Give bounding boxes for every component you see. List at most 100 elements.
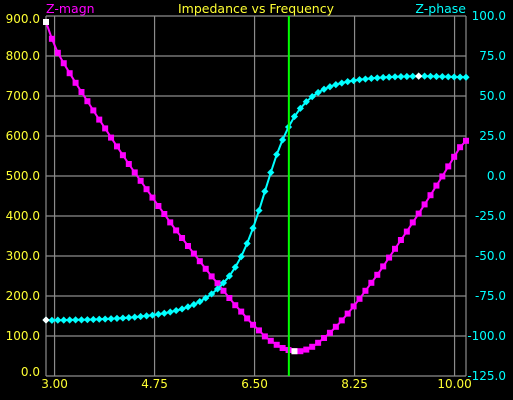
z-phase-point [255,206,263,215]
z-magn-point [350,303,357,310]
y-right-tick-label: 100.0 [472,9,506,23]
z-magn-point [131,169,138,176]
y-right-tick-label: 25.0 [479,129,506,143]
y-left-tick-label: 500.0 [6,169,40,183]
z-phase-point [379,73,387,82]
z-magn-point [338,317,345,324]
z-magn-point [244,315,251,322]
z-phase-point [302,98,310,106]
z-phase-point [355,76,364,84]
z-phase-point [113,314,121,322]
z-magn-point [48,35,55,42]
x-tick-label: 8.25 [341,377,368,391]
z-phase-point [385,73,393,81]
y-right-tick-label: -50.0 [475,249,506,263]
y-left-tick-label: 300.0 [6,249,40,263]
z-phase-point [450,73,458,81]
z-phase-point [89,315,97,324]
z-magn-point [220,287,227,294]
z-phase-point [54,316,62,324]
z-magn-point [78,89,85,95]
series-group [42,19,470,355]
z-magn-point [332,323,339,330]
z-phase-point [350,77,358,85]
z-magn-point [267,337,274,344]
y-right-tick-label: -100.0 [467,329,506,343]
z-magn-point [161,211,168,217]
z-phase-point [308,93,316,101]
z-magn-point [261,333,268,340]
z-magn-point [226,295,233,301]
x-tick-label: 4.75 [141,377,168,391]
y-right-tick-label: -75.0 [475,289,506,303]
z-magn-point [96,116,103,123]
z-magn-axis-label: Z-magn [46,1,95,16]
z-phase-point [225,272,233,280]
z-magn-point [232,302,239,309]
z-magn-point [409,219,416,226]
z-magn-point [238,308,245,315]
z-phase-point [71,316,80,324]
z-phase-point [119,314,127,322]
z-phase-point [332,81,340,89]
z-phase-point [237,253,245,261]
tick-labels: 0.0 100.0 200.0 300.0 400.0 500.0 600.0 700.0 80… [6,9,506,391]
z-magn-point [386,254,393,261]
z-phase-point [166,308,174,316]
z-phase-point [462,73,470,81]
y-left-tick-label: 800.0 [6,49,40,63]
z-phase-point [444,73,452,81]
z-phase-point [101,315,109,323]
z-phase-point [160,309,168,317]
z-magn-point [415,210,422,217]
z-magn-point [326,329,333,336]
z-magn-point [273,341,280,348]
z-magn-point [321,335,328,341]
z-magn-point [427,192,434,199]
z-magn-point [113,143,120,150]
y-right-tick-label: 75.0 [479,49,506,63]
z-magn-point [84,98,91,105]
z-phase-point [131,313,139,321]
x-tick-label: 6.50 [241,377,268,391]
y-right-tick-label: -125.0 [467,369,506,383]
y-left-tick-label: 400.0 [6,209,40,223]
z-phase-point [314,88,322,97]
z-phase-point [296,104,304,112]
z-magn-point [403,228,410,235]
z-magn-point [155,203,162,209]
z-magn-point [119,152,126,159]
z-magn-point [72,79,79,86]
z-magn-point [380,263,387,270]
y-left-tick-label: 100.0 [6,329,40,343]
x-tick-label: 3.00 [41,377,68,391]
z-magn-point [184,243,191,249]
z-phase-point [208,290,216,298]
z-magn-point [202,265,209,272]
z-magn-point [167,219,174,226]
z-phase-point [267,168,275,177]
z-magn-point [255,327,262,334]
z-magn-point [421,201,428,208]
z-phase-point [48,316,56,324]
z-magn-point [463,137,469,144]
z-phase-point [66,316,74,324]
z-phase-point [190,300,198,309]
z-magn-point [208,273,215,280]
z-magn-point [190,250,197,257]
z-magn-point [196,258,203,265]
z-phase-point [290,112,299,121]
z-magn-point [303,346,310,353]
z-phase-point [231,263,239,271]
z-magn-point [173,227,180,234]
z-magn-point [54,49,61,56]
z-magn-point [433,182,440,189]
z-phase-point [273,150,281,159]
z-phase-point [213,285,222,293]
z-phase-point [202,294,210,302]
z-magn-point [315,339,322,346]
z-phase-point [178,305,186,313]
z-magn-point [149,194,156,201]
z-magn-point [125,161,132,167]
z-magn-point [137,177,144,184]
